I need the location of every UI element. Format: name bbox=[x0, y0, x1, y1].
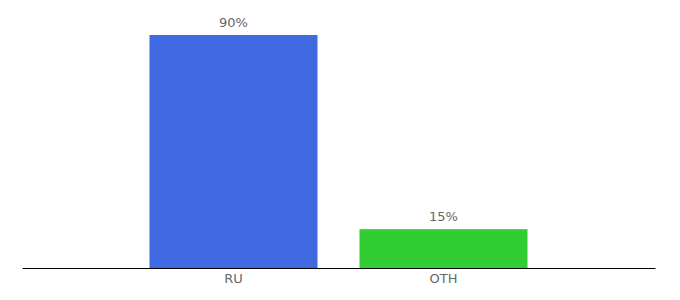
tick: OTH bbox=[430, 268, 458, 286]
tick: RU bbox=[224, 268, 243, 286]
bar bbox=[149, 35, 317, 268]
x-axis: RU OTH bbox=[23, 268, 656, 286]
bars bbox=[149, 35, 527, 268]
data-labels: 90% 15% bbox=[219, 15, 458, 224]
data-label: 15% bbox=[429, 209, 458, 224]
chart: 90% 15% RU OTH bbox=[0, 0, 680, 300]
bar bbox=[360, 229, 528, 268]
axis-line bbox=[23, 268, 656, 269]
tick-label: OTH bbox=[430, 271, 458, 286]
data-label: 90% bbox=[219, 15, 248, 30]
tick-label: RU bbox=[224, 271, 243, 286]
